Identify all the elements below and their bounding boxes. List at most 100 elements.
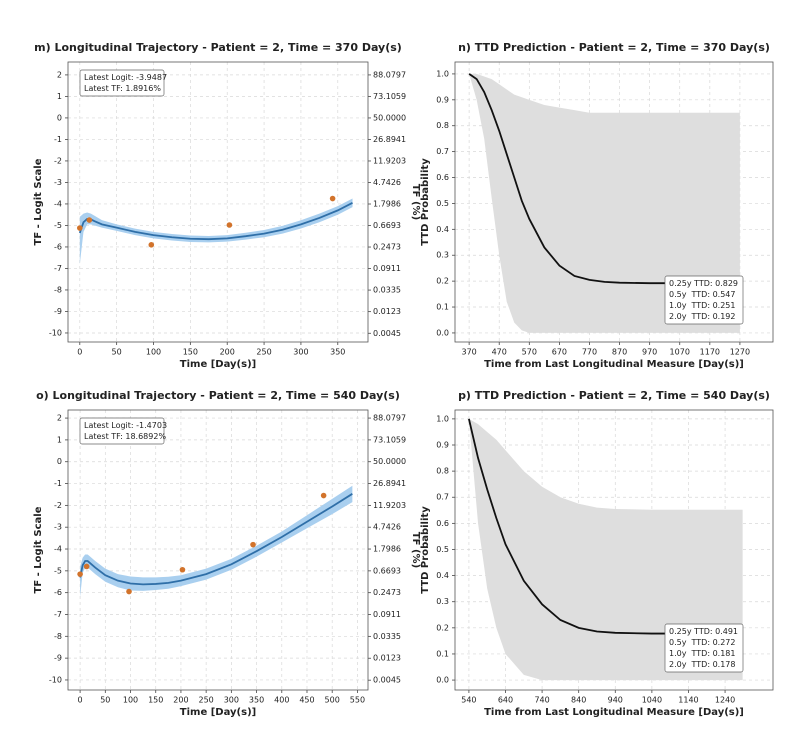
- x-tick-label: 570: [522, 348, 537, 357]
- panel: o) Longitudinal Trajectory - Patient = 2…: [33, 389, 421, 718]
- confidence-band: [79, 198, 353, 265]
- y-tick-label: -2: [54, 156, 62, 165]
- x-tick-label: 0: [77, 348, 82, 357]
- y2-tick-label: 0.0045: [373, 329, 401, 338]
- y2-tick-label: 0.6693: [373, 221, 401, 230]
- y-tick-label: 0.9: [436, 95, 449, 104]
- x-tick-label: 1270: [730, 348, 750, 357]
- y-axis-label: TTD Probability: [420, 158, 431, 246]
- x-tick-label: 150: [183, 348, 198, 357]
- y-axis-label: TTD Probability: [420, 506, 431, 594]
- x-tick-label: 1170: [700, 348, 720, 357]
- plot-frame: [67, 409, 369, 691]
- y2-tick-label: 26.8941: [373, 479, 406, 488]
- y-tick-label: -10: [49, 675, 62, 684]
- x-tick-label: 940: [608, 696, 623, 705]
- observed-point: [329, 195, 336, 202]
- x-tick-label: 870: [612, 348, 627, 357]
- line: [78, 202, 353, 241]
- annotation: 0.5y TTD: 0.272: [669, 638, 735, 647]
- x-tick-label: 300: [224, 696, 239, 705]
- observed-point: [226, 222, 233, 228]
- annotation-box: [664, 275, 744, 325]
- x-tick-label: 500: [325, 696, 340, 705]
- y-axis-label: TF - Logit Scale: [33, 506, 44, 593]
- x-tick-label: 1070: [670, 348, 690, 357]
- y-tick-label: -4: [54, 199, 62, 208]
- confidence-band: [468, 418, 743, 681]
- y-tick-label: -9: [54, 307, 62, 316]
- panel: n) TTD Prediction - Patient = 2, Time = …: [420, 41, 774, 370]
- observed-point: [148, 241, 155, 248]
- observed-point: [77, 571, 83, 577]
- y-tick-label: -1: [54, 479, 62, 488]
- y-tick-label: 0.2: [436, 277, 449, 286]
- observed-point: [179, 566, 186, 573]
- y-tick-label: 0.5: [436, 545, 449, 554]
- y-axis-label: TF - Logit Scale: [33, 158, 44, 245]
- y-tick-label: 1: [57, 435, 62, 444]
- y-tick-label: -6: [54, 588, 62, 597]
- y2-tick-label: 73.1059: [373, 435, 406, 444]
- plot-frame: [454, 409, 774, 691]
- y-tick-label: 0: [57, 113, 62, 122]
- y-tick-label: 1: [57, 92, 62, 101]
- y-tick-label: 2: [57, 70, 62, 79]
- y-tick-label: -10: [49, 328, 62, 337]
- y2-tick-label: 73.1059: [373, 92, 406, 101]
- annotation-box: [79, 417, 165, 445]
- y2-tick-label: 0.6693: [373, 566, 401, 575]
- x-axis-label: Time [Day(s)]: [180, 359, 256, 370]
- confidence-band: [469, 73, 740, 333]
- y-tick-label: -5: [54, 566, 62, 575]
- y2-tick-label: 50.0000: [373, 457, 406, 466]
- y2-tick-label: 0.0911: [373, 264, 401, 273]
- x-tick-label: 550: [350, 696, 365, 705]
- y-tick-label: -4: [54, 545, 62, 554]
- x-tick-label: 50: [100, 696, 110, 705]
- y-tick-label: -2: [54, 501, 62, 510]
- y-tick-label: 0.3: [436, 251, 449, 260]
- x-axis-label: Time from Last Longitudinal Measure [Day…: [484, 707, 744, 718]
- x-tick-label: 540: [461, 696, 476, 705]
- y-tick-label: 0.6: [436, 519, 449, 528]
- annotation: Latest TF: 18.6892%: [84, 432, 166, 441]
- y-tick-label: 0.9: [436, 441, 449, 450]
- y-tick-label: 0.6: [436, 173, 449, 182]
- y-tick-label: 0.5: [436, 199, 449, 208]
- x-tick-label: 640: [498, 696, 513, 705]
- observed-point: [320, 492, 327, 499]
- y2-tick-label: 88.0797: [373, 70, 406, 79]
- annotation: 2.0y TTD: 0.178: [669, 660, 735, 669]
- y-tick-label: 0.4: [436, 571, 449, 580]
- y-tick-label: -9: [54, 654, 62, 663]
- y2-tick-label: 11.9203: [373, 501, 406, 510]
- chart-title: o) Longitudinal Trajectory - Patient = 2…: [36, 389, 400, 402]
- y-tick-label: -3: [54, 523, 62, 532]
- annotation: 0.25y TTD: 0.491: [669, 627, 738, 636]
- annotation-box: [664, 623, 744, 673]
- observed-point: [250, 541, 256, 548]
- annotation: 0.25y TTD: 0.829: [669, 279, 738, 288]
- y-tick-label: 0.0: [436, 676, 449, 685]
- x-tick-label: 300: [293, 348, 308, 357]
- y-tick-label: 0.1: [436, 303, 449, 312]
- annotation: 1.0y TTD: 0.251: [669, 301, 735, 310]
- y2-tick-label: 0.2473: [373, 243, 401, 252]
- line: [79, 493, 353, 586]
- chart-title: m) Longitudinal Trajectory - Patient = 2…: [34, 41, 402, 54]
- confidence-band: [80, 485, 353, 598]
- x-tick-label: 350: [249, 696, 264, 705]
- x-tick-label: 0: [78, 696, 83, 705]
- y-tick-label: 0.1: [436, 649, 449, 658]
- y-tick-label: 0.0: [436, 328, 449, 337]
- observed-point: [86, 217, 93, 223]
- x-axis-label: Time [Day(s)]: [180, 707, 256, 718]
- y2-tick-label: 0.2473: [373, 588, 401, 597]
- x-tick-label: 350: [330, 348, 345, 357]
- x-tick-label: 200: [173, 696, 188, 705]
- x-tick-label: 740: [534, 696, 549, 705]
- x-tick-label: 200: [220, 348, 235, 357]
- x-tick-label: 100: [146, 348, 161, 357]
- x-tick-label: 1140: [678, 696, 698, 705]
